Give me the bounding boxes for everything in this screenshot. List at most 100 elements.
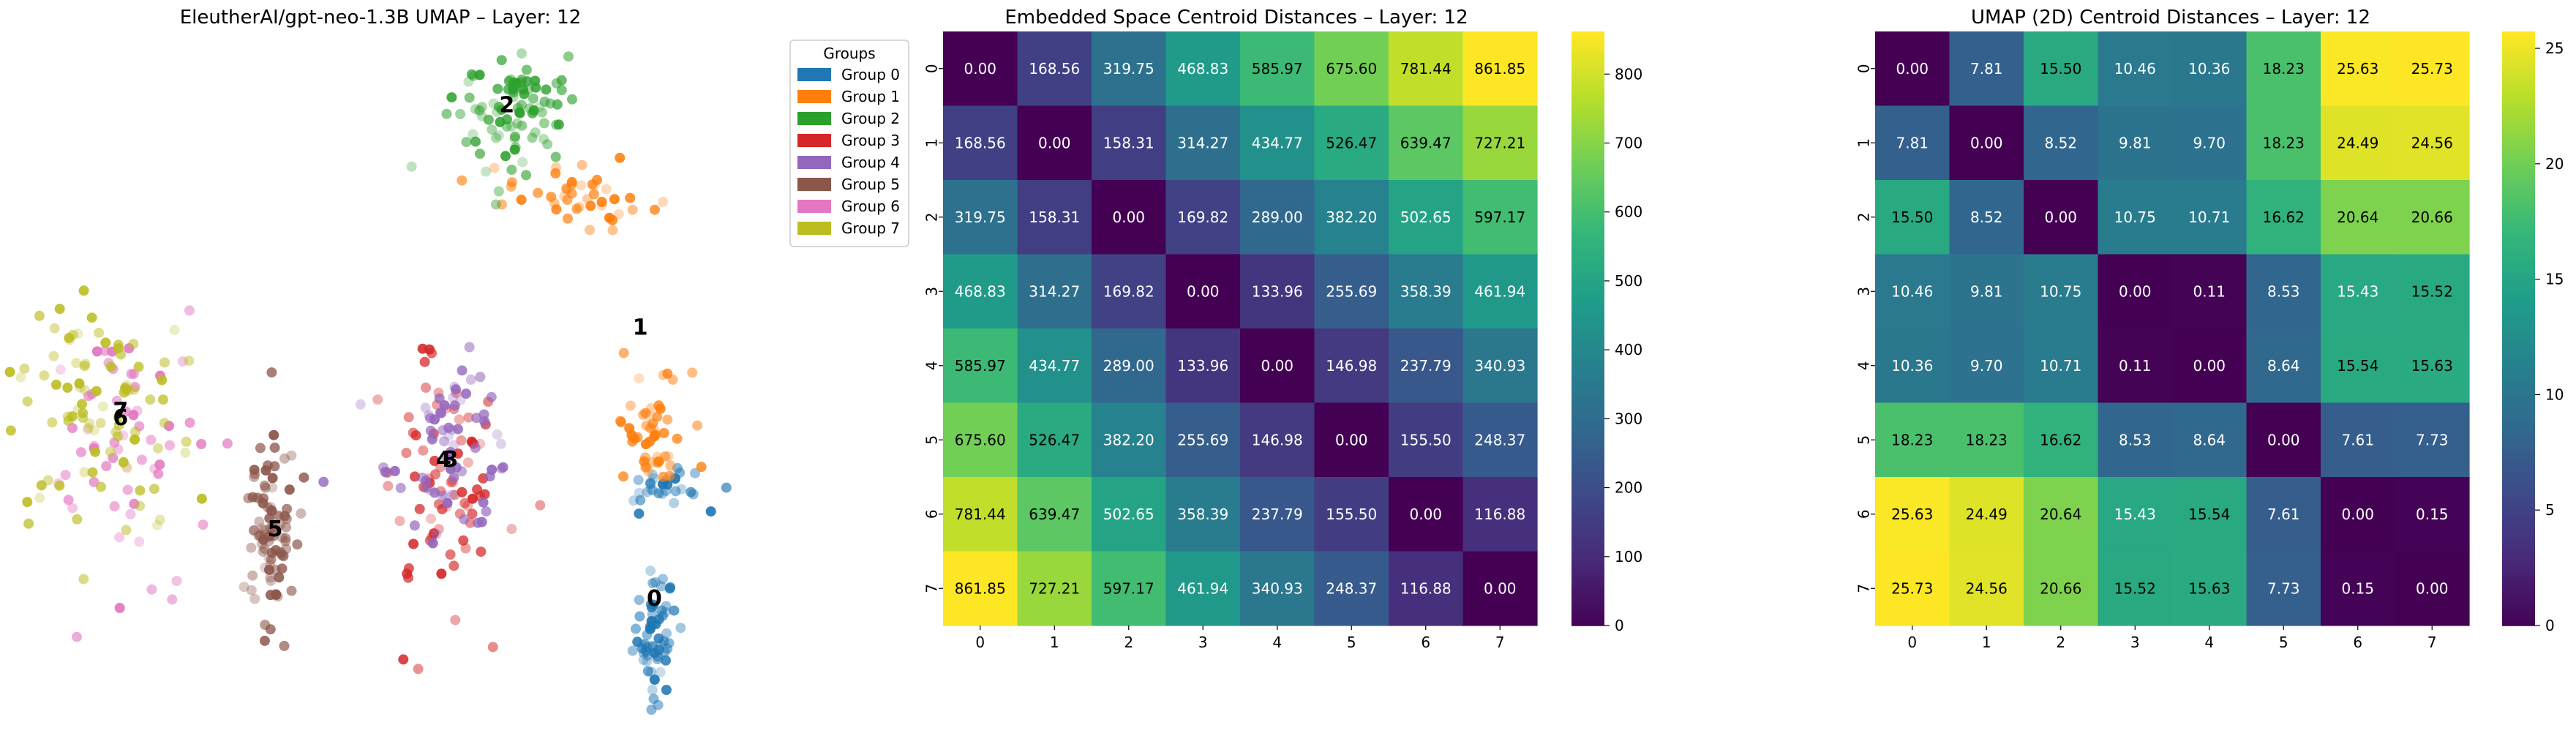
colorbar-gradient-segment [2502, 601, 2535, 606]
colorbar-gradient-segment [2502, 566, 2535, 572]
scatter-point [71, 358, 82, 369]
colorbar-gradient-segment [1571, 427, 1604, 433]
colorbar-gradient-segment [2502, 36, 2535, 42]
scatter-point [639, 639, 650, 650]
colorbar-gradient-segment [1571, 546, 1604, 552]
colorbar-gradient-segment [2502, 477, 2535, 483]
colorbar-gradient-segment [2502, 288, 2535, 295]
scatter-point [67, 503, 78, 514]
colorbar-gradient-segment [2502, 91, 2535, 97]
scatter-point [286, 585, 297, 596]
colorbar-gradient-segment [1571, 224, 1604, 230]
heatmap-cell-label: 133.96 [1177, 357, 1228, 375]
heatmap-cell [1092, 254, 1167, 329]
heatmap-cell-label: 116.88 [1400, 579, 1452, 597]
colorbar-gradient-segment [2502, 348, 2535, 354]
scatter-point [509, 133, 520, 144]
heatmap-cell [1092, 180, 1167, 255]
heatmap-cell-label: 526.47 [1029, 431, 1080, 448]
colorbar-gradient-segment [2502, 531, 2535, 537]
heatmap-cell-label: 20.64 [2337, 209, 2378, 226]
scatter-point [635, 495, 646, 506]
heatmap-cell-label: 169.82 [1103, 282, 1154, 300]
colorbar-gradient-segment [1571, 189, 1604, 196]
scatter-point [460, 543, 471, 554]
colorbar-gradient-segment [1571, 323, 1604, 329]
scatter-point [421, 382, 431, 393]
legend-swatch [797, 200, 831, 213]
y-tick-label: 5 [1855, 435, 1873, 445]
colorbar-gradient-segment [2502, 472, 2535, 478]
heatmap-cell-label: 25.73 [2411, 60, 2453, 78]
scatter-point [667, 374, 678, 385]
heatmap-cell [2246, 254, 2321, 329]
colorbar-gradient-segment [1571, 432, 1604, 438]
centroid-labels-layer: 0 1 2 34 5 67 [113, 93, 661, 612]
heatmap-cell [2395, 180, 2470, 255]
scatter-point [676, 484, 687, 495]
scatter-point [506, 165, 517, 176]
colorbar-gradient-segment [2502, 284, 2535, 290]
heatmap-cell-label: 248.37 [1474, 431, 1525, 448]
colorbar-gradient-segment [1571, 80, 1604, 87]
heatmap-cell-label: 9.70 [1970, 357, 2003, 375]
scatter-point [129, 382, 140, 393]
colorbar-gradient-segment [1571, 130, 1604, 136]
scatter-point [566, 188, 577, 199]
colorbar-gradient-segment [2502, 506, 2535, 513]
scatter-point [645, 566, 656, 576]
y-tick-label: 5 [923, 435, 941, 445]
colorbar-gradient-segment [2502, 397, 2535, 404]
heatmap-cell [2172, 105, 2248, 181]
colorbar-gradient-segment [2502, 551, 2535, 557]
scatter-point [266, 575, 277, 586]
heatmap-cell [1949, 551, 2024, 626]
heatmap-cell-label: 7.61 [2341, 431, 2374, 448]
scatter-point [427, 348, 437, 358]
scatter-point [556, 85, 567, 96]
scatter-point [653, 651, 663, 662]
scatter-point [642, 650, 653, 661]
colorbar-gradient-segment [1571, 254, 1604, 260]
heatmap-cell [943, 551, 1018, 626]
embedded-distance-heatmap-panel: Embedded Space Centroid Distances – Laye… [923, 7, 1643, 651]
scatter-point [647, 469, 658, 480]
heatmap-cell [1949, 254, 2024, 329]
scatter-point [129, 498, 140, 509]
scatter-point [284, 484, 295, 495]
colorbar-gradient-segment [1571, 120, 1604, 127]
colorbar-gradient-segment [2502, 140, 2535, 146]
scatter-point [456, 435, 467, 446]
heatmap-cell-label: 7.81 [1970, 60, 2003, 78]
scatter-point [527, 108, 538, 119]
colorbar-gradient-segment [1571, 155, 1604, 161]
colorbar-tick-label: 500 [1615, 272, 1642, 290]
heatmap-cell-label: 9.81 [2119, 134, 2152, 151]
scatter-point [607, 225, 618, 236]
colorbar-gradient-segment [2502, 492, 2535, 497]
heatmap-cell [2098, 254, 2173, 329]
scatter-point [448, 560, 459, 571]
heatmap-cell-label: 155.50 [1400, 431, 1452, 448]
centroid-label: 6 [113, 405, 128, 431]
heatmap-cell-label: 133.96 [1252, 282, 1303, 300]
heatmap-cell [1017, 477, 1092, 552]
scatter-point [129, 384, 139, 395]
heatmap-cell [2172, 31, 2248, 107]
scatter-point [60, 470, 71, 481]
scatter-point [429, 487, 440, 498]
scatter-point [113, 339, 124, 350]
scatter-point [414, 503, 425, 514]
scatter-point [157, 375, 168, 386]
colorbar-gradient-segment [2502, 125, 2535, 132]
scatter-point [435, 462, 446, 473]
heatmap-cell [2395, 551, 2470, 626]
scatter-point [496, 199, 507, 210]
scatter-point [638, 655, 649, 665]
heatmap-cell [2098, 551, 2173, 626]
scatter-point [279, 640, 290, 651]
scatter-point [113, 420, 124, 431]
heatmap-cell-label: 727.21 [1474, 134, 1525, 151]
colorbar-gradient-segment [2502, 487, 2535, 493]
